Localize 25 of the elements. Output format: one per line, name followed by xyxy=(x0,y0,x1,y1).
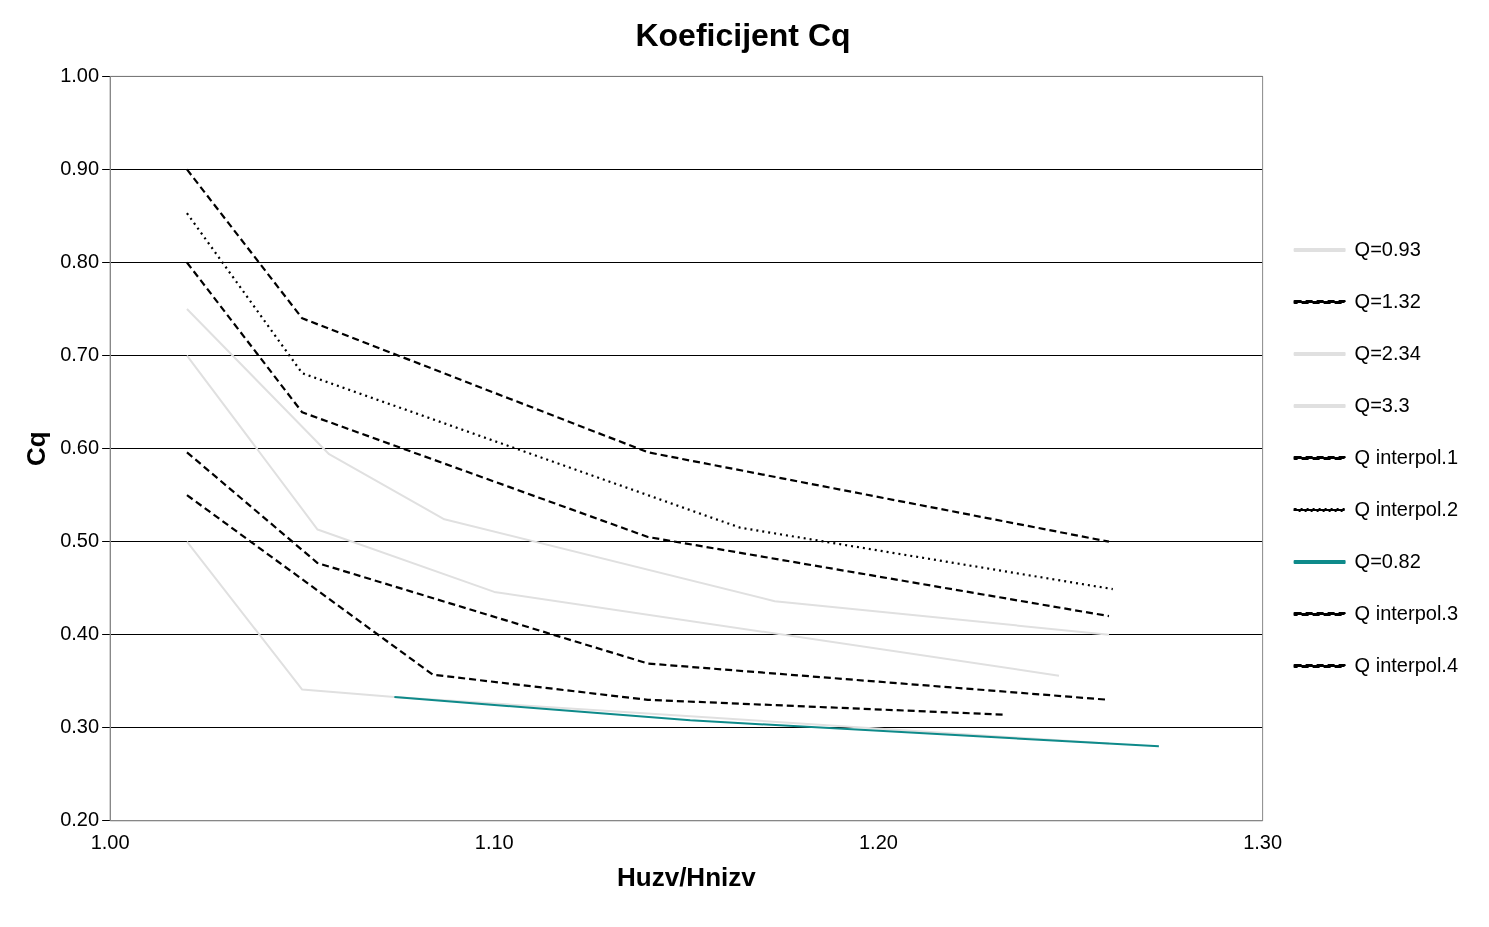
y-tick-label: 0.30 xyxy=(60,715,100,738)
y-tick-label: 0.60 xyxy=(60,436,100,459)
y-tick-label: 1.00 xyxy=(60,63,100,86)
y-tick-label: 0.20 xyxy=(60,808,100,831)
legend-label: Q=3.3 xyxy=(1354,393,1410,416)
legend-label: Q interpol.3 xyxy=(1354,601,1458,624)
legend-label: Q=0.93 xyxy=(1354,237,1421,260)
legend-label: Q=0.82 xyxy=(1354,549,1421,572)
legend-label: Q interpol.1 xyxy=(1354,445,1458,468)
y-tick-label: 0.90 xyxy=(60,156,100,179)
x-tick-label: 1.10 xyxy=(474,831,514,854)
y-axis-title: Cq xyxy=(20,431,51,466)
legend-label: Q interpol.2 xyxy=(1354,497,1458,520)
x-axis-title: Huzv/Hnizv xyxy=(617,861,757,892)
legend-label: Q interpol.4 xyxy=(1354,653,1458,676)
chart-title: Koeficijent Cq xyxy=(635,17,851,54)
y-tick-label: 0.40 xyxy=(60,622,100,645)
y-tick-label: 0.50 xyxy=(60,529,100,552)
y-tick-label: 0.70 xyxy=(60,343,100,366)
x-tick-label: 1.20 xyxy=(858,831,898,854)
legend-label: Q=2.34 xyxy=(1354,341,1421,364)
legend-label: Q=1.32 xyxy=(1354,289,1421,312)
x-tick-label: 1.30 xyxy=(1243,831,1283,854)
x-tick-label: 1.00 xyxy=(90,831,130,854)
y-tick-label: 0.80 xyxy=(60,250,100,273)
